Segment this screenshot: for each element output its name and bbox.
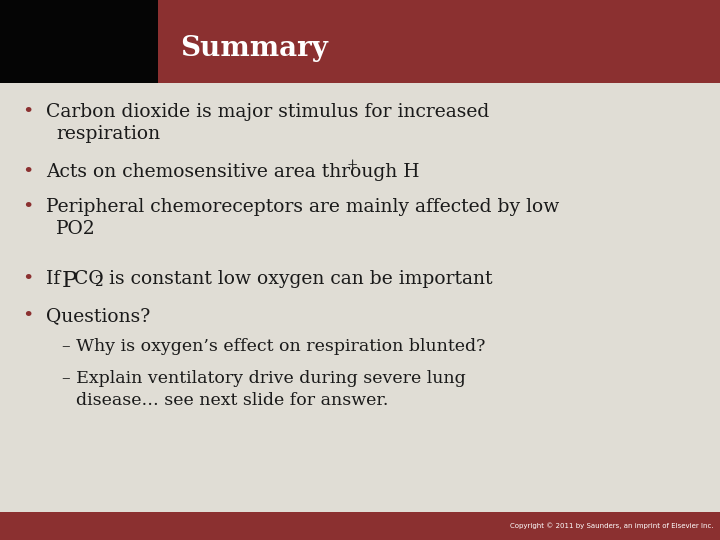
- Text: •: •: [22, 163, 33, 181]
- Text: •: •: [22, 198, 33, 216]
- Text: – Why is oxygen’s effect on respiration blunted?: – Why is oxygen’s effect on respiration …: [62, 338, 485, 355]
- Text: Acts on chemosensitive area through H: Acts on chemosensitive area through H: [46, 163, 420, 181]
- Text: 2: 2: [94, 275, 103, 289]
- Text: CO: CO: [74, 270, 104, 288]
- Text: •: •: [22, 270, 33, 288]
- Bar: [0, 0, 720, 83]
- Bar: [0, 0, 158, 83]
- Text: Carbon dioxide is major stimulus for increased: Carbon dioxide is major stimulus for inc…: [46, 103, 490, 121]
- Bar: [0, 512, 720, 540]
- Text: +: +: [347, 158, 359, 172]
- Text: Summary: Summary: [180, 35, 328, 62]
- Text: Peripheral chemoreceptors are mainly affected by low: Peripheral chemoreceptors are mainly aff…: [46, 198, 559, 216]
- Text: •: •: [22, 307, 33, 325]
- Text: If: If: [46, 270, 66, 288]
- Text: – Explain ventilatory drive during severe lung: – Explain ventilatory drive during sever…: [62, 370, 466, 387]
- Text: is constant low oxygen can be important: is constant low oxygen can be important: [103, 270, 492, 288]
- Text: respiration: respiration: [56, 125, 160, 143]
- Text: Questions?: Questions?: [46, 307, 150, 325]
- Text: PO2: PO2: [56, 220, 96, 238]
- Text: •: •: [22, 103, 33, 121]
- Text: disease… see next slide for answer.: disease… see next slide for answer.: [76, 392, 388, 409]
- Text: P: P: [62, 270, 78, 292]
- Text: Copyright © 2011 by Saunders, an imprint of Elsevier Inc.: Copyright © 2011 by Saunders, an imprint…: [510, 523, 714, 529]
